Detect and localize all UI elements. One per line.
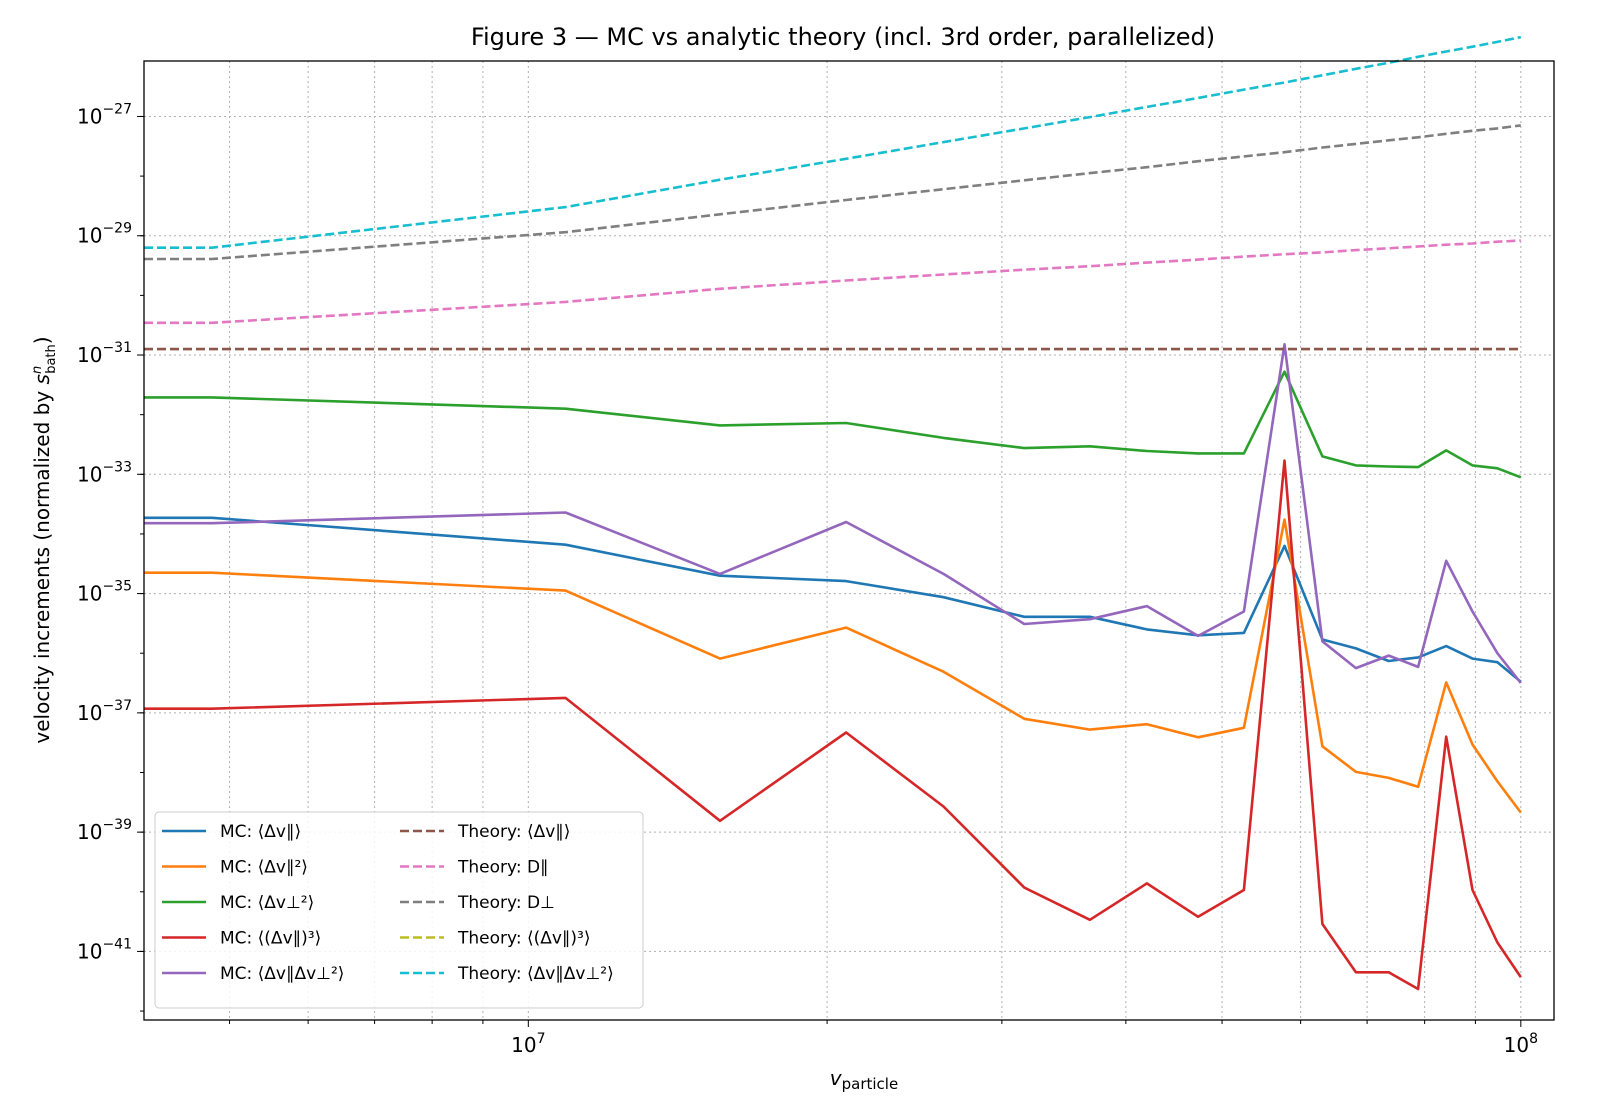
series-line: [144, 35, 1522, 249]
y-tick-label: 10−33: [77, 459, 132, 486]
x-tick-label: 108: [1504, 1031, 1538, 1057]
x-axis-label: vparticle: [830, 1066, 898, 1093]
x-tick-label: 107: [511, 1031, 545, 1057]
series-line: [144, 342, 1522, 684]
legend: MC: ⟨Δv∥⟩ MC: ⟨Δv∥²⟩ MC: ⟨Δv⊥²⟩ MC: ⟨(Δv∥)³…: [154, 811, 644, 1009]
legend-label: MC: ⟨Δv∥Δv⊥²⟩: [220, 964, 344, 984]
series-lines: [144, 35, 1522, 991]
series-line: [144, 124, 1521, 261]
series-line: [144, 518, 1522, 814]
y-tick-label: 10−39: [77, 817, 132, 844]
legend-label: MC: ⟨Δv∥⟩: [220, 822, 301, 842]
series-line: [144, 516, 1522, 683]
y-tick-label: 10−29: [77, 221, 132, 248]
y-tick-label: 10−35: [77, 579, 132, 606]
legend-label: Theory: ⟨Δv∥Δv⊥²⟩: [457, 964, 614, 984]
y-tick-label: 10−31: [77, 340, 132, 367]
series-line: [144, 459, 1522, 991]
legend-label: Theory: ⟨Δv∥⟩: [457, 822, 570, 842]
axis-ticks: 107 108 10−41 10−39 10−37 10−35 10−33 10−31 10−2…: [77, 101, 1538, 1057]
series-line: [144, 239, 1521, 325]
legend-label: MC: ⟨(Δv∥)³⟩: [220, 929, 321, 949]
legend-box: [154, 811, 644, 1009]
y-tick-label: 10−37: [77, 698, 132, 725]
series-line: [144, 370, 1522, 479]
y-tick-label: 10−27: [77, 101, 132, 128]
chart-title: Figure 3 — MC vs analytic theory (incl. …: [471, 23, 1215, 51]
legend-label: Theory: ⟨(Δv∥)³⟩: [457, 929, 591, 949]
legend-label: Theory: D⊥: [457, 893, 555, 913]
legend-label: Theory: D∥: [457, 858, 549, 878]
plot-frame: [143, 60, 1555, 1021]
legend-label: MC: ⟨Δv⊥²⟩: [220, 893, 314, 913]
legend-label: MC: ⟨Δv∥²⟩: [220, 858, 308, 878]
y-tick-label: 10−41: [77, 936, 132, 963]
